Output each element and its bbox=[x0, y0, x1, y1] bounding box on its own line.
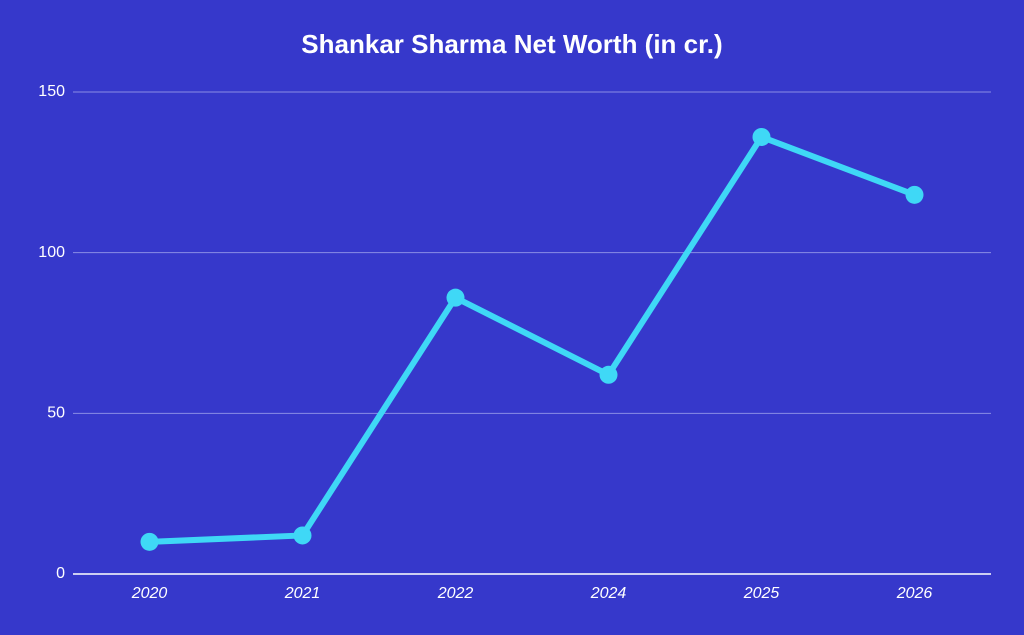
point bbox=[293, 526, 312, 545]
chart-title: Shankar Sharma Net Worth (in cr.) bbox=[301, 29, 722, 59]
x-tick-label: 2022 bbox=[437, 585, 474, 602]
point bbox=[599, 365, 618, 384]
point bbox=[905, 185, 924, 204]
y-tick-label: 0 bbox=[56, 565, 65, 582]
x-tick-label: 2026 bbox=[896, 585, 933, 602]
y-tick-label: 150 bbox=[38, 83, 65, 100]
line bbox=[149, 133, 916, 545]
point bbox=[446, 288, 465, 307]
x-tick-label: 2025 bbox=[743, 585, 780, 602]
y-tick-label: 50 bbox=[47, 405, 65, 422]
x-tick-label: 2020 bbox=[131, 585, 168, 602]
point bbox=[752, 127, 771, 146]
x-tick-label: 2021 bbox=[284, 585, 321, 602]
point bbox=[140, 532, 159, 551]
x-tick-label: 2024 bbox=[590, 585, 627, 602]
y-tick-label: 100 bbox=[38, 244, 65, 261]
